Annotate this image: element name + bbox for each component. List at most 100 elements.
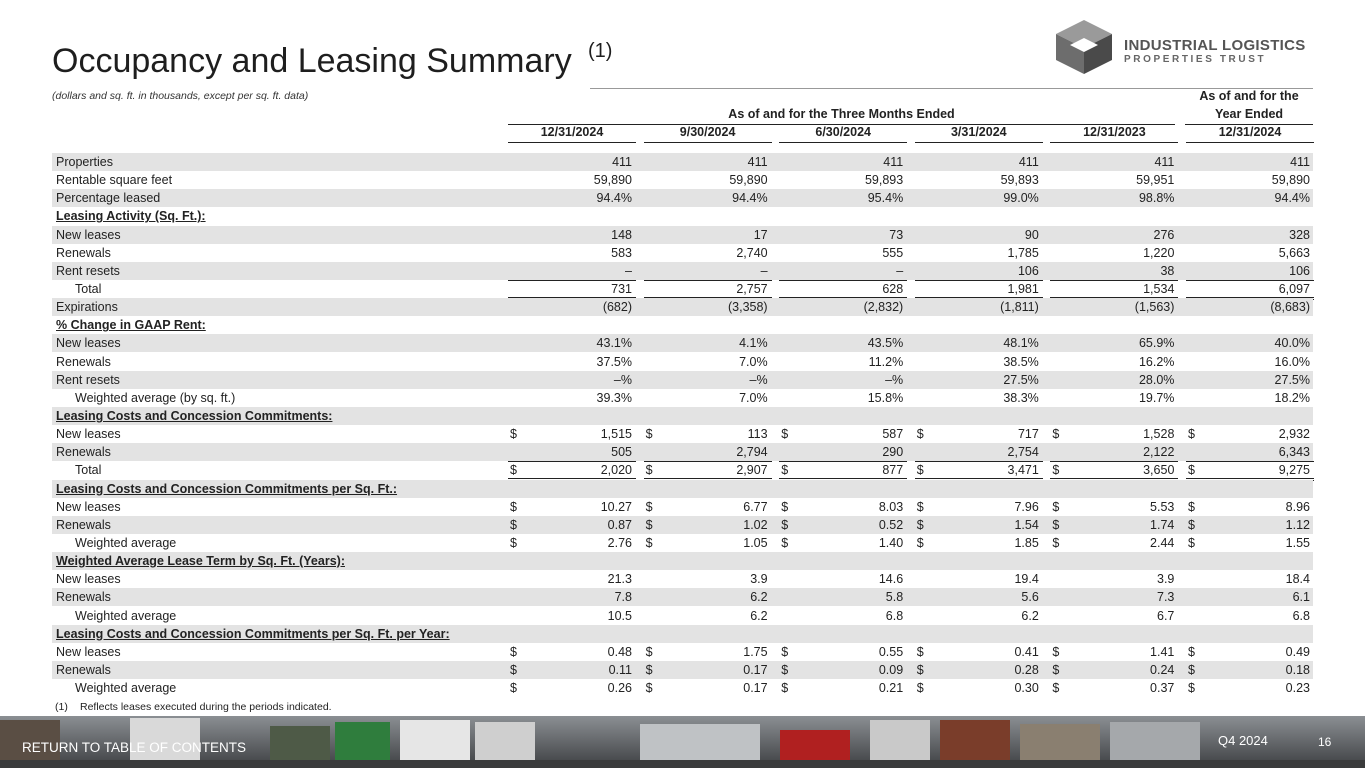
value: 94.4% (596, 191, 632, 206)
value: 38.3% (1003, 390, 1039, 405)
section-label: Leasing Costs and Concession Commitments… (56, 481, 398, 496)
currency: $ (645, 662, 653, 677)
footnote-marker: (1) (55, 701, 68, 713)
value: 1,220 (1143, 245, 1175, 260)
row-label: New leases (56, 572, 121, 587)
currency: $ (1188, 662, 1195, 677)
footnote: Reflects leases executed during the peri… (80, 701, 332, 713)
currency: $ (781, 427, 789, 442)
total-rule (1050, 279, 1179, 281)
table-row: Renewals 505 2,794 290 2,754 2,122 6,343 (52, 443, 1313, 462)
currency: $ (1052, 681, 1060, 696)
value: 6,343 (1278, 445, 1310, 460)
value: 148 (611, 227, 632, 242)
currency: $ (510, 499, 517, 514)
value: – (625, 263, 632, 278)
row-label: Renewals (56, 517, 111, 532)
value: –% (885, 372, 904, 387)
currency: $ (916, 517, 924, 532)
row-label: Percentage leased (56, 191, 161, 206)
value: 7.96 (1014, 499, 1039, 514)
column-header: 12/31/2023 (1083, 125, 1146, 139)
value: 106 (1289, 263, 1310, 278)
value: 73 (889, 227, 904, 242)
value: 38.5% (1003, 354, 1039, 369)
value: 59,893 (1000, 173, 1039, 188)
currency: $ (781, 662, 789, 677)
value: 99.0% (1003, 191, 1039, 206)
currency: $ (510, 517, 517, 532)
value: 411 (1018, 155, 1039, 169)
row-label: Total (75, 281, 102, 296)
value: 0.09 (878, 662, 904, 677)
value: 1,515 (600, 427, 632, 442)
value: 37.5% (596, 354, 632, 369)
value: 0.87 (607, 517, 632, 532)
table-row: Rent resets – – – 106 38 106 (52, 261, 1313, 280)
value: 17 (753, 227, 768, 242)
total-rule (914, 279, 1043, 281)
currency: $ (645, 427, 653, 442)
value: 7.0% (739, 390, 768, 405)
value: 6.1 (1292, 590, 1310, 605)
row-label: Total (75, 463, 102, 478)
column-rule (1050, 142, 1179, 143)
currency: $ (1188, 499, 1195, 514)
column-header: 12/31/2024 (540, 125, 604, 139)
value: 98.8% (1138, 191, 1175, 206)
value: –% (749, 372, 768, 387)
total-rule (779, 478, 908, 480)
row-label: Renewals (56, 245, 111, 260)
currency: $ (510, 427, 517, 442)
row-label: Renewals (56, 590, 111, 605)
value: 2,907 (736, 463, 768, 478)
total-rule (1050, 478, 1179, 480)
table-row: Expirations (682) (3,358) (2,832) (1,811) (1,… (52, 298, 1313, 317)
currency: $ (510, 681, 517, 696)
value: 10.5 (607, 608, 632, 623)
table-row: Weighted average $0.26 $0.17 $0.21 $0.30 $0.3… (52, 679, 1313, 697)
value: (1,811) (1000, 300, 1039, 315)
value: 6.2 (1021, 608, 1039, 623)
column-rule (643, 142, 772, 143)
value: 0.49 (1285, 644, 1310, 659)
value: (682) (602, 300, 632, 315)
currency: $ (1052, 427, 1060, 442)
value: 877 (882, 463, 904, 478)
row-label: Weighted average (75, 535, 177, 550)
value: 43.1% (596, 336, 632, 351)
value: 587 (882, 427, 904, 442)
value: 2,794 (736, 445, 768, 460)
table-row: New leases 43.1% 4.1% 43.5% 48.1% 65.9% 40.0% (52, 334, 1313, 353)
table-row: Rentable square feet 59,890 59,890 59,893 59… (52, 171, 1313, 189)
total-rule (643, 461, 772, 463)
value: 6.7 (1157, 608, 1175, 623)
row-label: Properties (56, 155, 113, 169)
value: 1,528 (1143, 427, 1175, 442)
value: 583 (611, 245, 632, 260)
table-row: Weighted average 10.5 6.2 6.8 6.2 6.7 6.8 (52, 607, 1313, 625)
value: 555 (882, 245, 904, 260)
table-row: Leasing Costs and Concession Commitments… (52, 406, 1313, 425)
row-label: New leases (56, 644, 121, 659)
currency: $ (1052, 517, 1060, 532)
total-rule (1186, 461, 1314, 463)
value: 48.1% (1003, 336, 1039, 351)
table-row: New leases $0.48 $1.75 $0.55 $0.41 $1.41 $0.49 (52, 643, 1313, 661)
table-row: Weighted Average Lease Term by Sq. Ft. (… (52, 552, 1313, 571)
value: 411 (612, 155, 632, 169)
toc-link[interactable]: RETURN TO TABLE OF CONTENTS (22, 740, 247, 755)
currency: $ (916, 463, 924, 478)
value: 1.41 (1150, 644, 1175, 659)
title-note: (1) (588, 40, 613, 62)
table-row: Weighted average (by sq. ft.) 39.3% 7.0% 15… (52, 389, 1313, 407)
row-label: Weighted average (75, 608, 177, 623)
value: 411 (883, 155, 904, 169)
currency: $ (781, 499, 789, 514)
value: 411 (1154, 155, 1175, 169)
table-row: New leases $1,515 $113 $587 $717 $1,528 $2,932 (52, 425, 1313, 443)
value: 65.9% (1138, 336, 1175, 351)
value: 106 (1017, 263, 1039, 278)
table-row: Renewals 37.5% 7.0% 11.2% 38.5% 16.2% 16.0% (52, 353, 1313, 371)
value: 5.8 (885, 590, 904, 605)
